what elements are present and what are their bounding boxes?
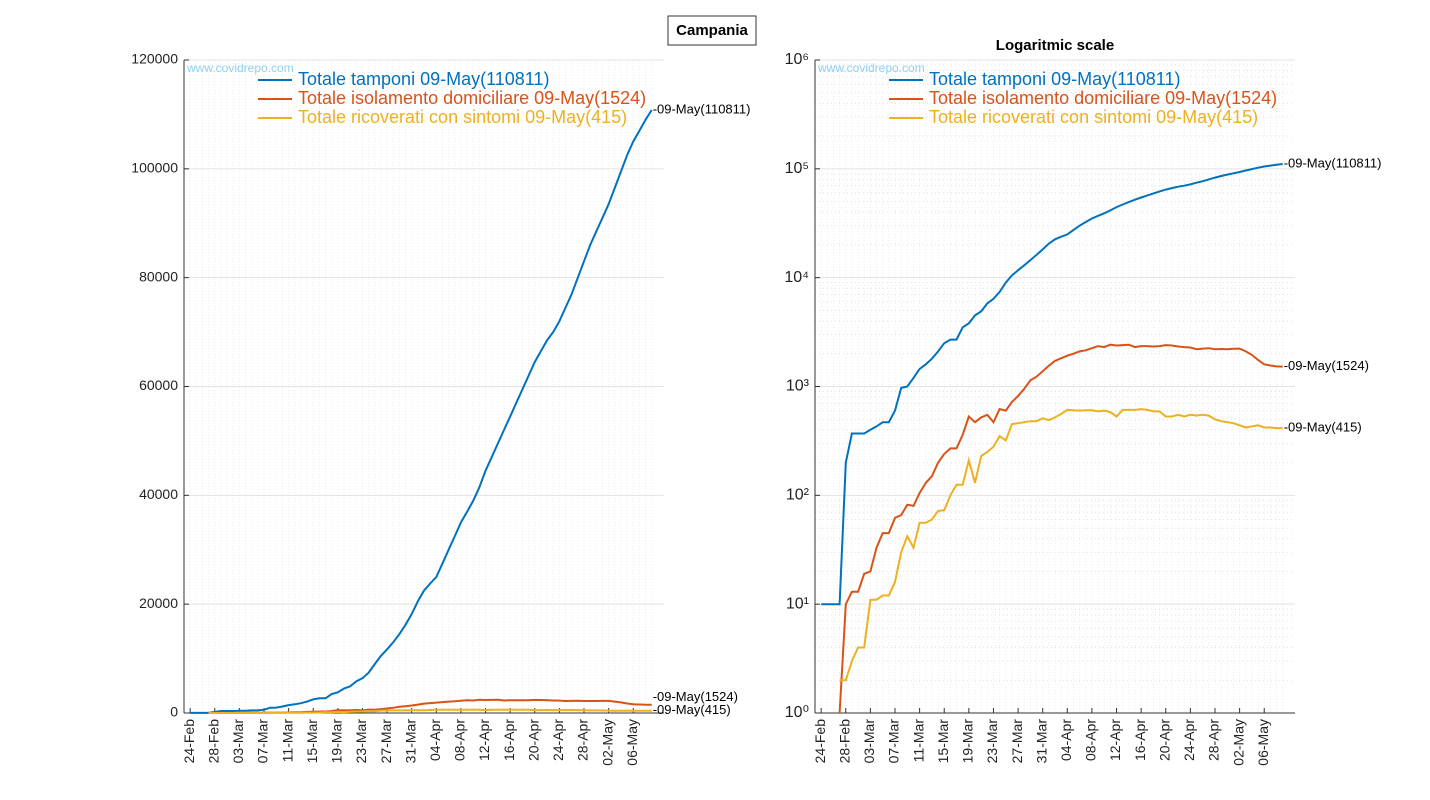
x-tick-label: 03-Mar <box>230 719 246 764</box>
legend-label: Totale ricoverati con sintomi 09-May(415… <box>298 107 627 127</box>
plot: 0 20000 40000 60000 80000 100000 120000 24-Feb 2… <box>131 51 750 766</box>
x-tick-label: 28-Apr <box>575 719 591 761</box>
x-tick-label: 15-Mar <box>304 719 320 764</box>
x-tick-label: 07-Mar <box>255 719 271 764</box>
x-tick-label: 28-Apr <box>1206 719 1222 761</box>
x-tick-label: 19-Mar <box>329 719 345 764</box>
y-tick-label: 10⁵ <box>785 160 809 177</box>
x-tick-label: 20-Apr <box>525 719 541 761</box>
legend-label: Totale tamponi 09-May(110811) <box>929 69 1180 89</box>
x-tick-label: 06-May <box>624 719 640 766</box>
end-annotation: -09-May(415) <box>1284 420 1362 435</box>
x-tick-label: 24-Apr <box>1181 719 1197 761</box>
series-line <box>208 708 652 714</box>
x-tick-label: 31-Mar <box>402 719 418 764</box>
figure-title: Campania <box>676 22 748 39</box>
end-annotation: -09-May(110811) <box>653 101 751 116</box>
y-tick-label: 10⁴ <box>784 269 809 286</box>
x-tick-label: 08-Apr <box>1083 719 1099 761</box>
x-tick-label: 08-Apr <box>452 719 468 761</box>
plot: 10⁰ 10¹ 10² 10³ 10⁴ 10⁵ 10⁶ 24-Feb 28-Feb 03-Mar 0… <box>784 51 1381 765</box>
x-tick-label: 02-May <box>599 719 615 766</box>
x-tick-label: 04-Apr <box>1058 719 1074 761</box>
x-tick-label: 16-Apr <box>1132 719 1148 761</box>
y-tick-label: 10² <box>786 487 810 504</box>
legend-label: Totale isolamento domiciliare 09-May(152… <box>929 88 1277 108</box>
x-tick-label: 11-Mar <box>910 719 926 763</box>
x-tick-label: 27-Mar <box>1009 719 1025 764</box>
x-tick-label: 31-Mar <box>1033 719 1049 764</box>
end-annotation: -09-May(1524) <box>653 689 738 704</box>
x-tick-label: 20-Apr <box>1156 719 1172 761</box>
x-tick-label: 28-Feb <box>205 719 221 764</box>
y-tick-label: 120000 <box>131 51 178 67</box>
x-tick-label: 24-Apr <box>550 719 566 761</box>
figure-title-box <box>667 15 757 46</box>
x-tick-label: 12-Apr <box>476 719 492 761</box>
legend-label: Totale isolamento domiciliare 09-May(152… <box>298 88 646 108</box>
y-tick-label: 10¹ <box>786 595 809 612</box>
legend-label: Totale tamponi 09-May(110811) <box>298 69 549 89</box>
x-tick-label: 11-Mar <box>279 719 295 763</box>
y-tick-label: 10⁰ <box>785 704 809 721</box>
y-tick-label: 20000 <box>139 595 178 611</box>
y-tick-label: 0 <box>170 704 178 720</box>
series-line <box>821 163 1283 606</box>
x-tick-label: 23-Mar <box>984 719 1000 764</box>
x-tick-label: 24-Feb <box>812 719 828 764</box>
series-line <box>839 408 1283 682</box>
x-tick-label: 03-Mar <box>861 719 877 764</box>
chart-title: Logaritmic scale <box>996 37 1114 54</box>
series-line <box>838 343 1283 714</box>
end-annotation: -09-May(415) <box>653 702 731 717</box>
y-tick-label: 60000 <box>139 377 178 393</box>
x-tick-label: 28-Feb <box>836 719 852 764</box>
x-tick-label: 23-Mar <box>353 719 369 764</box>
y-tick-label: 10³ <box>786 378 810 395</box>
x-tick-label: 04-Apr <box>427 719 443 761</box>
legend-label: Totale ricoverati con sintomi 09-May(415… <box>929 107 1258 127</box>
y-tick-label: 10⁶ <box>785 51 809 68</box>
x-tick-label: 19-Mar <box>960 719 976 764</box>
y-tick-label: 100000 <box>131 160 178 176</box>
x-tick-label: 15-Mar <box>935 719 951 764</box>
x-tick-label: 24-Feb <box>181 719 197 764</box>
watermark: www.covidrepo.com <box>186 61 294 75</box>
x-tick-label: 07-Mar <box>886 719 902 764</box>
x-tick-label: 27-Mar <box>378 719 394 764</box>
x-tick-label: 16-Apr <box>501 719 517 761</box>
watermark: www.covidrepo.com <box>817 61 925 75</box>
x-tick-label: 06-May <box>1255 719 1271 766</box>
end-annotation: -09-May(110811) <box>1284 155 1382 170</box>
y-tick-label: 80000 <box>139 268 178 284</box>
x-tick-label: 02-May <box>1230 719 1246 766</box>
series-line <box>190 109 653 714</box>
x-tick-label: 12-Apr <box>1107 719 1123 761</box>
y-tick-label: 40000 <box>139 486 178 502</box>
end-annotation: -09-May(1524) <box>1284 358 1369 373</box>
